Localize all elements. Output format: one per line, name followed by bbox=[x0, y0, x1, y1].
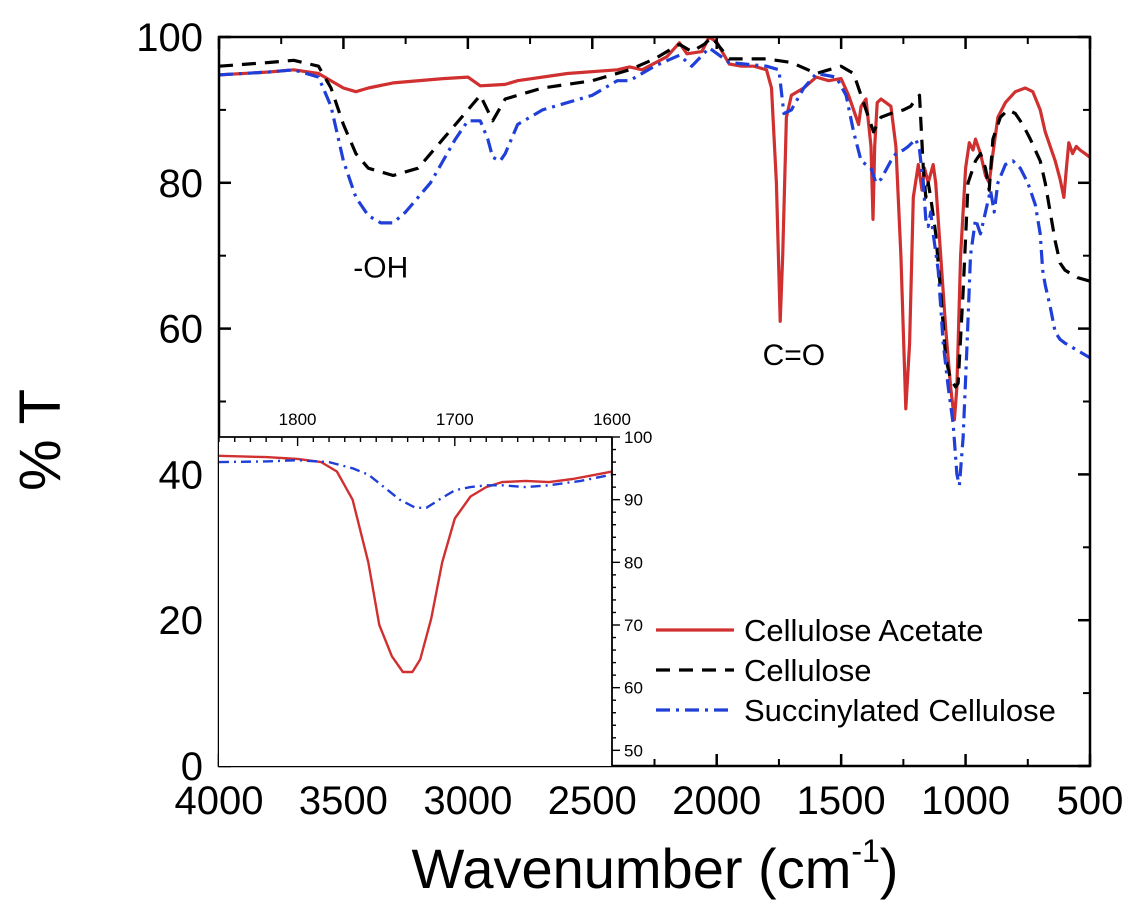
inset-background bbox=[219, 437, 612, 766]
axis-labels: % T Wavenumber (cm-1) bbox=[8, 389, 898, 900]
x-tick-label: 500 bbox=[1057, 779, 1124, 823]
x-tick-label: 3500 bbox=[299, 779, 388, 823]
y-tick-label: 0 bbox=[181, 745, 203, 789]
x-axis-label-close: ) bbox=[880, 837, 899, 900]
inset-x-tick-label: 1600 bbox=[593, 410, 631, 429]
inset-y-tick-label: 70 bbox=[624, 616, 643, 635]
inset-plot: 1800 1700 1600 50 60 70 80 90 100 bbox=[218, 410, 652, 766]
y-tick-label: 60 bbox=[159, 308, 204, 352]
x-axis-label-main: Wavenumber (cm bbox=[412, 837, 852, 900]
main-series-group bbox=[219, 37, 1090, 487]
legend-label: Cellulose Acetate bbox=[744, 613, 984, 648]
x-tick-label: 1000 bbox=[921, 779, 1010, 823]
legend-label: Cellulose bbox=[744, 653, 872, 688]
legend-label: Succinylated Cellulose bbox=[744, 693, 1056, 728]
inset-series-line-succinylated-cellulose bbox=[219, 459, 612, 509]
series-line-cellulose-acetate bbox=[219, 37, 1090, 422]
inset-y-tick-label: 50 bbox=[624, 741, 643, 760]
inset-y-tick-label: 60 bbox=[624, 679, 643, 698]
y-tick-label: 80 bbox=[159, 162, 204, 206]
legend: Cellulose Acetate Cellulose Succinylated C… bbox=[656, 613, 1056, 728]
inset-series-line-cellulose-acetate bbox=[219, 454, 612, 674]
x-tick-label: 1500 bbox=[797, 779, 886, 823]
y-tick-label: 40 bbox=[159, 453, 204, 497]
series-line-succinylated-cellulose bbox=[219, 46, 1090, 487]
inset-series-group bbox=[219, 454, 612, 674]
inset-y-tick-label: 80 bbox=[624, 553, 643, 572]
x-tick-label: 2000 bbox=[672, 779, 761, 823]
main-plot: 4000 3500 3000 2500 2000 1500 1000 500 0 20 40 60 80… bbox=[136, 16, 1123, 823]
inset-x-tick-label: 1800 bbox=[279, 410, 317, 429]
x-tick-label: 3000 bbox=[423, 779, 512, 823]
x-tick-label: 4000 bbox=[175, 779, 264, 823]
inset-y-tick-label: 90 bbox=[624, 491, 643, 510]
annotation-label: -OH bbox=[353, 252, 408, 285]
inset-x-tick-label: 1700 bbox=[436, 410, 474, 429]
x-axis-label-sup: -1 bbox=[851, 833, 879, 869]
annotation-label: C=O bbox=[763, 339, 826, 372]
series-line-cellulose bbox=[219, 37, 1090, 389]
y-axis-label: % T bbox=[8, 389, 73, 491]
x-axis-label: Wavenumber (cm-1) bbox=[412, 833, 899, 900]
inset-y-tick-label: 100 bbox=[624, 428, 652, 447]
x-tick-label: 2500 bbox=[548, 779, 637, 823]
y-tick-label: 20 bbox=[159, 599, 204, 643]
y-tick-label: 100 bbox=[136, 16, 203, 60]
